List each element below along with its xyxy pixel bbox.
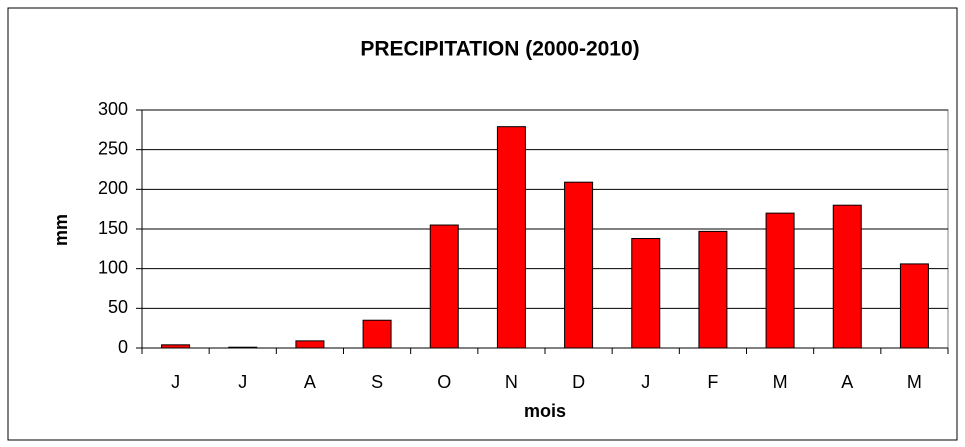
x-tick-label: J	[641, 372, 650, 392]
x-tick-label: S	[371, 372, 383, 392]
bar	[899, 263, 929, 349]
x-tick-label: A	[304, 372, 316, 392]
bar	[765, 212, 795, 349]
x-tick-label: M	[773, 372, 788, 392]
bar	[564, 181, 594, 349]
bar	[496, 126, 526, 349]
x-tick-label: O	[437, 372, 451, 392]
x-tick-label: A	[841, 372, 853, 392]
bar	[631, 238, 661, 349]
y-tick-label: 0	[118, 337, 128, 357]
x-tick-label: J	[238, 372, 247, 392]
y-tick-label: 250	[98, 138, 128, 158]
y-tick-label: 200	[98, 178, 128, 198]
bar	[362, 319, 392, 349]
x-tick-label: J	[171, 372, 180, 392]
x-tick-label: F	[707, 372, 718, 392]
y-axis-label: mm	[51, 214, 71, 246]
y-tick-label: 300	[98, 99, 128, 119]
bar	[698, 230, 728, 349]
x-tick-label: D	[572, 372, 585, 392]
bar	[832, 204, 862, 349]
y-tick-label: 50	[108, 297, 128, 317]
y-tick-label: 150	[98, 218, 128, 238]
x-tick-label: N	[505, 372, 518, 392]
bar	[429, 224, 459, 349]
chart-title: PRECIPITATION (2000-2010)	[360, 38, 639, 61]
x-tick-label: M	[907, 372, 922, 392]
x-axis-label: mois	[524, 401, 566, 421]
bar	[295, 340, 325, 349]
y-tick-label: 100	[98, 257, 128, 277]
